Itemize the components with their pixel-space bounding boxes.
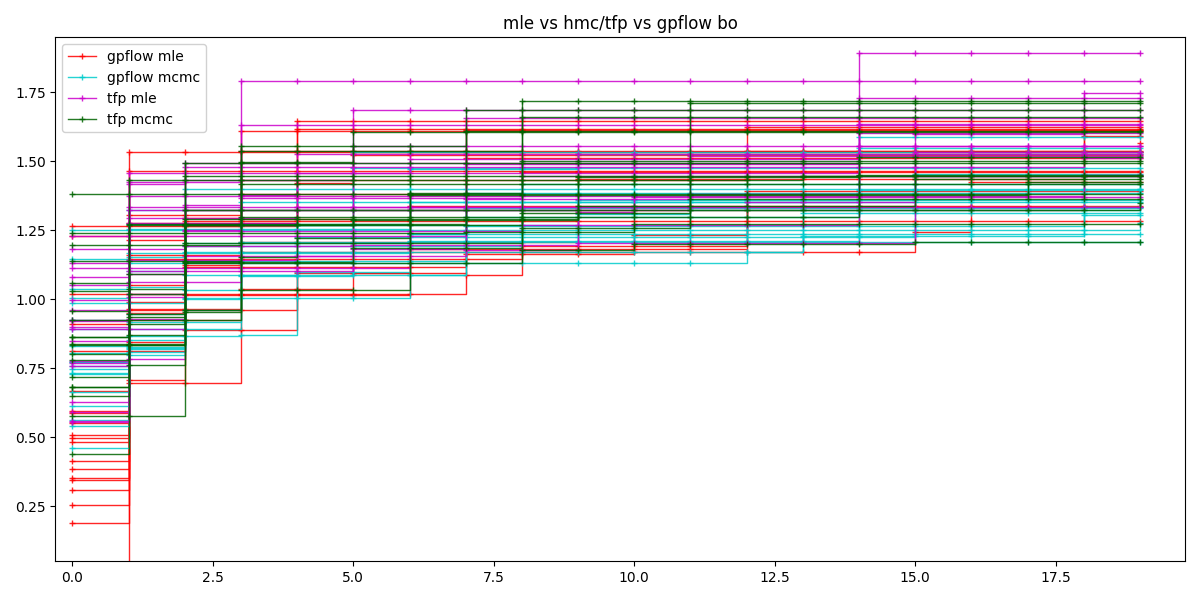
gpflow mle <box>796 127 810 134</box>
gpflow mcmc <box>346 239 360 247</box>
gpflow mle <box>628 127 642 134</box>
gpflow mle <box>908 127 923 134</box>
tfp mle <box>571 203 586 211</box>
Line: tfp mcmc: tfp mcmc <box>68 173 1144 420</box>
gpflow mle <box>65 232 79 239</box>
gpflow mcmc <box>65 370 79 377</box>
tfp mle <box>739 199 754 206</box>
tfp mcmc <box>852 173 866 180</box>
gpflow mle <box>515 127 529 134</box>
gpflow mle <box>1133 127 1147 134</box>
gpflow mle <box>965 127 979 134</box>
gpflow mcmc <box>1076 187 1091 194</box>
tfp mle <box>852 199 866 206</box>
gpflow mcmc <box>628 237 642 244</box>
tfp mle <box>234 214 248 221</box>
gpflow mcmc <box>739 237 754 244</box>
gpflow mle <box>1076 127 1091 134</box>
gpflow mcmc <box>683 237 697 244</box>
Line: gpflow mle: gpflow mle <box>68 128 1144 239</box>
gpflow mle <box>178 214 192 221</box>
gpflow mcmc <box>402 237 416 244</box>
gpflow mcmc <box>1133 187 1147 194</box>
tfp mcmc <box>346 173 360 180</box>
tfp mle <box>65 259 79 266</box>
tfp mle <box>121 214 136 221</box>
Title: mle vs hmc/tfp vs gpflow bo: mle vs hmc/tfp vs gpflow bo <box>503 15 738 33</box>
gpflow mle <box>346 127 360 134</box>
tfp mle <box>965 148 979 155</box>
gpflow mle <box>234 127 248 134</box>
gpflow mle <box>1020 127 1034 134</box>
tfp mle <box>515 203 529 211</box>
gpflow mle <box>402 127 416 134</box>
gpflow mcmc <box>458 237 473 244</box>
tfp mcmc <box>121 413 136 420</box>
gpflow mle <box>571 127 586 134</box>
tfp mcmc <box>908 173 923 180</box>
gpflow mcmc <box>290 239 305 247</box>
tfp mle <box>796 199 810 206</box>
gpflow mcmc <box>796 237 810 244</box>
tfp mcmc <box>1076 173 1091 180</box>
tfp mle <box>178 214 192 221</box>
gpflow mcmc <box>121 343 136 350</box>
tfp mle <box>458 203 473 211</box>
tfp mcmc <box>515 173 529 180</box>
tfp mle <box>1133 148 1147 155</box>
tfp mle <box>628 203 642 211</box>
gpflow mcmc <box>965 187 979 194</box>
tfp mle <box>402 203 416 211</box>
gpflow mcmc <box>234 239 248 247</box>
gpflow mcmc <box>178 239 192 247</box>
gpflow mle <box>739 127 754 134</box>
gpflow mcmc <box>571 237 586 244</box>
tfp mle <box>908 148 923 155</box>
gpflow mcmc <box>515 237 529 244</box>
gpflow mle <box>290 127 305 134</box>
gpflow mcmc <box>1020 187 1034 194</box>
tfp mcmc <box>796 173 810 180</box>
tfp mcmc <box>628 173 642 180</box>
gpflow mle <box>852 127 866 134</box>
tfp mcmc <box>402 173 416 180</box>
tfp mcmc <box>683 173 697 180</box>
tfp mcmc <box>290 173 305 180</box>
gpflow mle <box>121 232 136 239</box>
Line: gpflow mcmc: gpflow mcmc <box>68 187 1144 377</box>
tfp mcmc <box>234 173 248 180</box>
tfp mcmc <box>571 173 586 180</box>
tfp mcmc <box>65 413 79 420</box>
Line: tfp mle: tfp mle <box>68 149 1144 266</box>
gpflow mcmc <box>908 187 923 194</box>
tfp mcmc <box>1133 173 1147 180</box>
tfp mcmc <box>1020 173 1034 180</box>
Legend: gpflow mle, gpflow mcmc, tfp mle, tfp mcmc: gpflow mle, gpflow mcmc, tfp mle, tfp mc… <box>62 44 205 132</box>
tfp mcmc <box>965 173 979 180</box>
gpflow mle <box>683 127 697 134</box>
gpflow mle <box>458 127 473 134</box>
tfp mle <box>1020 148 1034 155</box>
tfp mcmc <box>178 173 192 180</box>
tfp mle <box>290 203 305 211</box>
tfp mle <box>1076 148 1091 155</box>
tfp mle <box>346 203 360 211</box>
tfp mcmc <box>739 173 754 180</box>
gpflow mcmc <box>852 187 866 194</box>
tfp mcmc <box>458 173 473 180</box>
tfp mle <box>683 203 697 211</box>
